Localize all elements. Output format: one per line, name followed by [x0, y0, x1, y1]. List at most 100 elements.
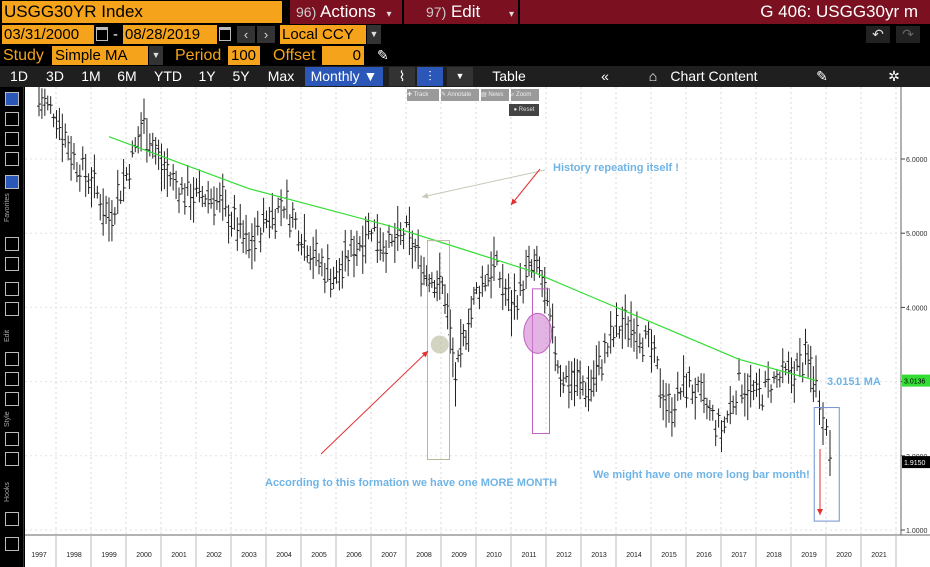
last-price-tag [902, 374, 930, 387]
moving-average-line [108, 136, 817, 382]
chevron-down-icon[interactable]: ▼ [149, 46, 163, 65]
formation-arrow [320, 350, 429, 455]
bar-chart-icon[interactable]: ⫶ [417, 67, 443, 86]
x-tick-label: 2020 [836, 552, 852, 559]
period-label: Period [175, 47, 222, 64]
brush-icon[interactable] [5, 237, 19, 251]
x-tick-label: 2005 [311, 552, 327, 559]
hooks-label: Hooks [4, 482, 11, 502]
pencil-icon[interactable] [5, 302, 19, 316]
chevron-down-icon[interactable]: ▼ [447, 67, 473, 86]
ticker-field[interactable]: USGG30YR Index [2, 1, 282, 23]
caret-down-icon: ▾ [509, 9, 515, 20]
prev-arrow-icon[interactable]: ‹ [237, 26, 255, 43]
ruler-icon[interactable] [5, 257, 19, 271]
redo-icon[interactable]: ↷ [896, 26, 920, 43]
period-field[interactable]: 100 [228, 46, 260, 65]
price-chart: 1.00002.00003.00004.00005.00006.00001997… [25, 83, 930, 567]
offset-label: Offset [273, 47, 316, 64]
x-tick-label: 2016 [696, 552, 712, 559]
cursor-icon[interactable] [5, 92, 19, 106]
edit-menu[interactable]: 97) Edit ▾ [404, 0, 518, 24]
date-separator: - [113, 26, 118, 43]
x-tick-label: 2015 [661, 552, 677, 559]
style-label: Style [4, 411, 11, 427]
gear-icon[interactable] [5, 537, 19, 551]
color-icon[interactable] [5, 432, 19, 446]
line-chart-icon[interactable]: ⌇ [389, 67, 415, 86]
news-tool[interactable]: ▤ News [481, 89, 509, 101]
offset-field[interactable]: 0 [322, 46, 364, 65]
text-style-icon[interactable] [5, 392, 19, 406]
x-tick-label: 2000 [136, 552, 152, 559]
pencil-icon[interactable]: ✎ [377, 47, 389, 63]
range-1d[interactable]: 1D [10, 68, 28, 84]
dollar-icon[interactable] [5, 152, 19, 166]
x-tick-label: 2002 [206, 552, 222, 559]
end-date-field[interactable]: 08/28/2019 [123, 25, 217, 44]
delete-icon[interactable] [5, 372, 19, 386]
formation-circle-2008 [430, 335, 449, 354]
actions-menu[interactable]: 96) Actions ▾ [290, 0, 402, 24]
x-tick-label: 2004 [276, 552, 292, 559]
pen-icon[interactable] [5, 452, 19, 466]
undo-icon[interactable]: ↶ [866, 26, 890, 43]
x-tick-label: 2018 [766, 552, 782, 559]
ma-value-label: 3.0151 MA [827, 376, 881, 388]
formation-circle-2011 [523, 312, 553, 354]
currency-select[interactable]: Local CCY [280, 25, 366, 44]
actions-label: Actions [320, 2, 376, 21]
gear-icon[interactable]: ✲ [888, 68, 900, 84]
line-tool-icon[interactable] [5, 282, 19, 296]
x-axis-strip [25, 535, 930, 567]
edit-label: Edit [450, 2, 481, 21]
reset-button[interactable]: ● Reset [509, 104, 539, 116]
annotation-history: History repeating itself ! [553, 162, 679, 174]
formation-box-2011 [532, 288, 550, 435]
study-label: Study [3, 47, 44, 64]
study-select[interactable]: Simple MA [52, 46, 148, 65]
copy-icon[interactable] [5, 352, 19, 366]
line-tool-icon[interactable] [5, 112, 19, 126]
y-tick-label: 5.0000 [906, 231, 928, 238]
calendar-icon[interactable] [96, 27, 108, 41]
calendar-icon[interactable] [219, 27, 231, 41]
range-ytd[interactable]: YTD [154, 68, 182, 84]
track-tool[interactable]: ✚ Track [407, 89, 439, 101]
range-1m[interactable]: 1M [81, 68, 101, 84]
chart-area[interactable]: 1.00002.00003.00004.00005.00006.00001997… [25, 83, 930, 567]
annotation-long-bar: We might have one more long bar month! [593, 469, 810, 481]
chart-content-button[interactable]: Chart Content [670, 68, 758, 84]
frequency-select[interactable]: Monthly ▼ [305, 67, 383, 86]
drawing-sidebar: Favorites Edit Style Hooks [0, 87, 24, 567]
next-arrow-icon[interactable]: › [257, 26, 275, 43]
x-tick-label: 2003 [241, 552, 257, 559]
x-tick-label: 2014 [626, 552, 642, 559]
x-tick-label: 2019 [801, 552, 817, 559]
range-5y[interactable]: 5Y [232, 68, 250, 84]
date-range-bar: 03/31/2000 - 08/28/2019 ‹ › Local CCY ▼ … [0, 24, 930, 45]
collapse-icon[interactable]: « [601, 68, 609, 84]
x-tick-label: 2008 [416, 552, 432, 559]
range-1y[interactable]: 1Y [198, 68, 216, 84]
x-tick-label: 1997 [31, 552, 47, 559]
favorites-icon[interactable] [5, 175, 19, 189]
x-tick-label: 2007 [381, 552, 397, 559]
hook-icon[interactable] [5, 512, 19, 526]
zoom-tool[interactable]: ⌕ Zoom [511, 89, 539, 101]
chevron-down-icon[interactable]: ▼ [367, 25, 381, 44]
start-date-field[interactable]: 03/31/2000 [2, 25, 94, 44]
table-button[interactable]: Table [492, 68, 526, 84]
text-tool-icon[interactable] [5, 132, 19, 146]
formation-box-2008 [427, 240, 450, 461]
annotate-label: Annotate [447, 92, 472, 98]
edit-chart-icon[interactable]: ✎ [816, 68, 828, 84]
chart-content-icon[interactable]: ⌂ [648, 68, 658, 84]
range-6m[interactable]: 6M [117, 68, 137, 84]
x-tick-label: 2006 [346, 552, 362, 559]
range-max[interactable]: Max [267, 68, 295, 84]
zoom-label: Zoom [516, 92, 532, 98]
y-tick-label: 1.0000 [906, 528, 928, 535]
annotate-tool[interactable]: ✎ Annotate [441, 89, 479, 101]
range-3d[interactable]: 3D [46, 68, 64, 84]
